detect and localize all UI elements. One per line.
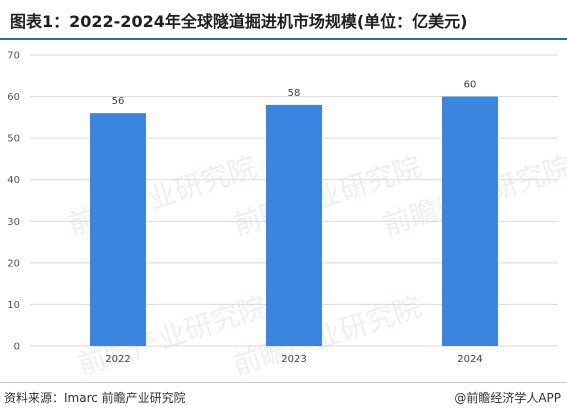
bar-2023 xyxy=(266,104,322,346)
y-tick-label: 30 xyxy=(7,217,20,228)
y-tick-label: 40 xyxy=(7,175,20,186)
credit-note: @前瞻经济学人APP xyxy=(454,391,561,405)
source-note: 资料来源：Imarc 前瞻产业研究院 xyxy=(4,391,186,405)
y-tick-label: 20 xyxy=(7,258,20,269)
chart-title: 图表1：2022-2024年全球隧道掘进机市场规模(单位：亿美元) xyxy=(10,12,468,31)
y-tick-label: 0 xyxy=(14,342,20,353)
y-tick-label: 10 xyxy=(7,300,20,311)
x-tick-label: 2023 xyxy=(281,354,306,365)
bar-2022 xyxy=(90,113,146,346)
data-label: 60 xyxy=(464,80,477,91)
title-divider xyxy=(0,38,567,40)
data-label: 58 xyxy=(288,88,301,99)
y-tick-label: 60 xyxy=(7,92,20,103)
bar-2024 xyxy=(442,96,498,346)
bars xyxy=(90,96,498,346)
data-labels: 56 58 60 xyxy=(112,80,477,108)
x-tick-label: 2024 xyxy=(457,354,482,365)
x-axis-ticks: 2022 2023 2024 xyxy=(105,354,482,365)
data-label: 56 xyxy=(112,96,125,107)
y-axis-ticks: 0 10 20 30 40 50 60 70 xyxy=(7,51,20,353)
x-tick-label: 2022 xyxy=(105,354,130,365)
y-tick-label: 50 xyxy=(7,134,20,145)
y-tick-label: 70 xyxy=(7,51,20,62)
footer-divider xyxy=(0,382,567,383)
